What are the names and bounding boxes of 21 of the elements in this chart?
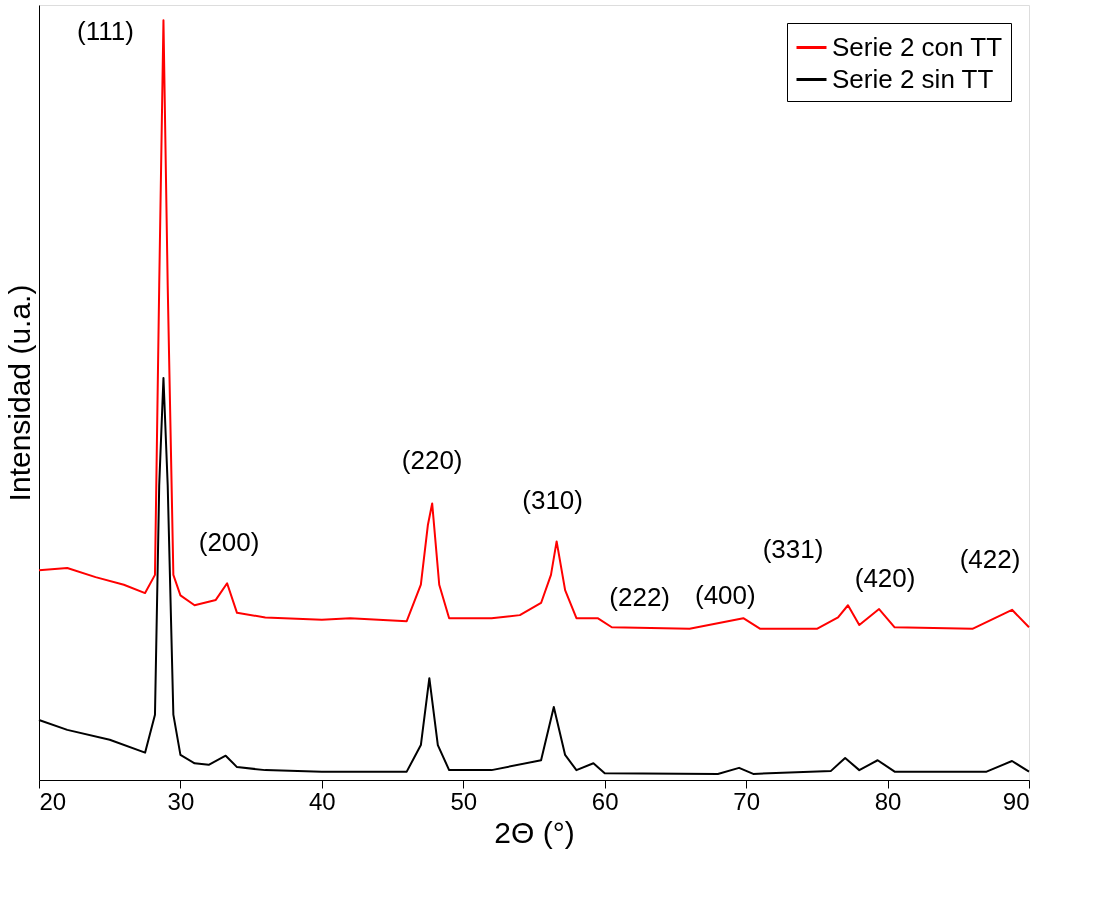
x-tick-label: 30 [167, 787, 195, 815]
x-tick-label: 80 [874, 787, 902, 815]
y-axis-title: Intensidad (u.a.) [2, 284, 36, 502]
annotation: (310) [522, 485, 583, 516]
annotation: (200) [198, 527, 260, 558]
legend-label: Serie 2 sin TT [832, 63, 994, 94]
annotation: (400) [694, 580, 756, 611]
x-tick-label: 40 [309, 787, 336, 815]
annotation: (111) [77, 16, 134, 47]
x-axis-title: 2Θ (°) [494, 815, 575, 849]
x-tick-label: 50 [450, 787, 478, 815]
legend-label: Serie 2 con TT [832, 31, 1003, 62]
x-tick-label: 20 [39, 787, 67, 815]
annotation: (331) [762, 534, 824, 565]
annotation: (422) [959, 543, 1021, 574]
annotation: (420) [854, 563, 916, 594]
x-tick-label: 70 [733, 787, 760, 815]
x-tick-label: 60 [591, 787, 619, 815]
annotation: (220) [401, 445, 463, 476]
annotation: (222) [609, 582, 670, 613]
x-tick-label: 90 [1002, 787, 1030, 815]
